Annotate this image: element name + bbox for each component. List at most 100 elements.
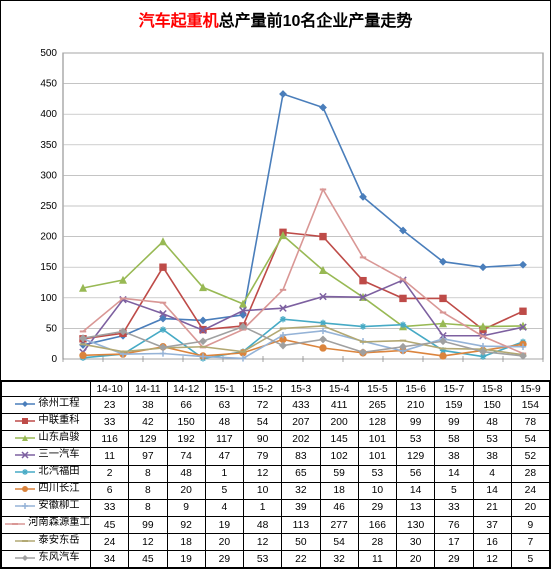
svg-text:350: 350 [40,140,57,151]
row-header: 东风汽车 [2,551,91,568]
data-cell: 18 [167,534,205,551]
table-row: 三一汽车119774477983102101129383852 [2,448,550,465]
data-cell: 28 [358,534,396,551]
data-cell: 9 [511,516,549,533]
table-row: 山东启骏1161291921179020214510153585354 [2,431,550,448]
series-name: 北汽福田 [38,467,79,477]
row-header: 北汽福田 [2,465,91,482]
data-cell: 46 [320,499,358,516]
data-cell: 7 [511,534,549,551]
legend-icon [14,450,36,460]
col-header: 15-6 [397,382,435,397]
data-cell: 33 [91,414,129,431]
data-cell: 99 [129,516,167,533]
col-header: 14-11 [129,382,167,397]
data-cell: 34 [91,551,129,568]
data-cell: 6 [91,482,129,499]
row-header: 四川长江 [2,482,91,499]
legend-icon [14,416,36,426]
data-cell: 53 [244,551,282,568]
data-cell: 53 [473,431,511,448]
title-red: 汽车起重机 [139,13,219,30]
data-cell: 66 [167,397,205,414]
data-cell: 210 [397,397,435,414]
data-cell: 56 [397,465,435,482]
data-cell: 5 [435,482,473,499]
data-cell: 54 [244,414,282,431]
table-row: 东风汽车34451929532232112029125 [2,551,550,568]
data-cell: 5 [511,551,549,568]
svg-text:450: 450 [40,79,57,90]
legend-icon [14,501,36,511]
data-cell: 97 [129,448,167,465]
legend-icon [14,467,36,477]
data-cell: 33 [91,499,129,516]
data-cell: 21 [473,499,511,516]
data-cell: 20 [511,499,549,516]
data-cell: 38 [129,397,167,414]
legend-icon [14,484,36,494]
data-cell: 202 [282,431,320,448]
data-cell: 32 [320,551,358,568]
table-row: 北汽福田28481126559535614428 [2,465,550,482]
data-cell: 59 [320,465,358,482]
data-cell: 117 [205,431,243,448]
legend-icon [14,536,36,546]
row-header: 山东启骏 [2,431,91,448]
data-cell: 102 [320,448,358,465]
data-cell: 129 [397,448,435,465]
data-cell: 12 [129,534,167,551]
data-cell: 45 [91,516,129,533]
data-cell: 200 [320,414,358,431]
data-cell: 30 [397,534,435,551]
legend-icon [14,553,36,563]
data-cell: 37 [473,516,511,533]
data-cell: 192 [167,431,205,448]
data-cell: 53 [397,431,435,448]
series-name: 徐州工程 [38,399,79,409]
series-name: 山东启骏 [38,433,79,443]
data-cell: 265 [358,397,396,414]
data-cell: 29 [205,551,243,568]
svg-text:50: 50 [46,323,58,334]
svg-text:300: 300 [40,170,57,181]
data-cell: 13 [397,499,435,516]
data-cell: 29 [358,499,396,516]
row-header: 泰安东岳 [2,534,91,551]
data-cell: 54 [511,431,549,448]
data-cell: 12 [244,534,282,551]
series-name: 中联重科 [38,416,79,426]
series-name: 河南森源重工 [28,518,90,528]
data-cell: 50 [282,534,320,551]
data-cell: 130 [397,516,435,533]
data-cell: 9 [167,499,205,516]
title-rest: 总产量前10名企业产量走势 [219,13,413,30]
svg-text:400: 400 [40,109,57,120]
data-cell: 1 [244,499,282,516]
data-cell: 92 [167,516,205,533]
legend-icon [4,519,26,529]
svg-text:200: 200 [40,232,57,243]
chart-area: 050100150200250300350400450500 [1,33,550,381]
data-cell: 83 [282,448,320,465]
table-corner [2,382,91,397]
data-cell: 19 [205,516,243,533]
legend-icon [14,399,36,409]
data-cell: 8 [129,499,167,516]
data-cell: 28 [511,465,549,482]
data-cell: 42 [129,414,167,431]
data-cell: 76 [435,516,473,533]
data-cell: 433 [282,397,320,414]
data-cell: 11 [91,448,129,465]
data-cell: 8 [129,465,167,482]
data-cell: 53 [358,465,396,482]
data-cell: 20 [397,551,435,568]
data-cell: 101 [358,448,396,465]
data-cell: 47 [205,448,243,465]
table-row: 四川长江68205103218101451424 [2,482,550,499]
table-row: 安徽柳工33894139462913332120 [2,499,550,516]
row-header: 中联重科 [2,414,91,431]
data-cell: 99 [435,414,473,431]
data-cell: 39 [282,499,320,516]
table-row: 河南森源重工459992194811327716613076379 [2,516,550,533]
